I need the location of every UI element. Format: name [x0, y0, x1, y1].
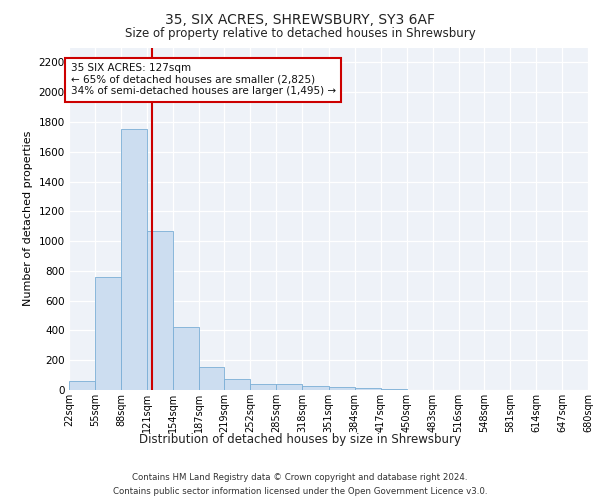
Bar [277, 384, 302, 390]
Bar [95, 277, 121, 390]
Text: Distribution of detached houses by size in Shrewsbury: Distribution of detached houses by size … [139, 432, 461, 446]
Y-axis label: Number of detached properties: Number of detached properties [23, 131, 33, 306]
Bar [380, 388, 407, 390]
Bar [355, 388, 380, 390]
Text: 35, SIX ACRES, SHREWSBURY, SY3 6AF: 35, SIX ACRES, SHREWSBURY, SY3 6AF [165, 12, 435, 26]
Text: 35 SIX ACRES: 127sqm
← 65% of detached houses are smaller (2,825)
34% of semi-de: 35 SIX ACRES: 127sqm ← 65% of detached h… [71, 63, 336, 96]
Bar [224, 379, 250, 390]
Bar [329, 387, 355, 390]
Text: Contains HM Land Registry data © Crown copyright and database right 2024.: Contains HM Land Registry data © Crown c… [132, 472, 468, 482]
Bar [147, 230, 173, 390]
Text: Size of property relative to detached houses in Shrewsbury: Size of property relative to detached ho… [125, 28, 475, 40]
Bar [199, 367, 224, 390]
Bar [173, 328, 199, 390]
Bar [302, 386, 329, 390]
Bar [250, 384, 277, 390]
Bar [121, 130, 147, 390]
Bar [69, 381, 95, 390]
Text: Contains public sector information licensed under the Open Government Licence v3: Contains public sector information licen… [113, 488, 487, 496]
